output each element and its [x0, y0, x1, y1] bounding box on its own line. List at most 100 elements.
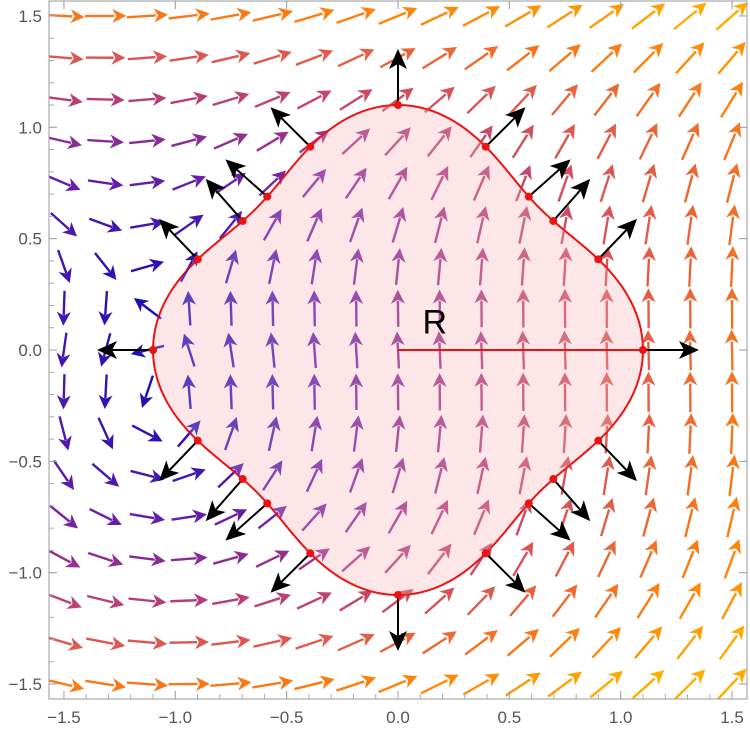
field-arrow	[89, 508, 122, 526]
boundary-point	[238, 216, 247, 225]
field-arrow	[212, 592, 250, 607]
field-arrow	[474, 247, 489, 286]
field-arrow	[680, 122, 700, 161]
field-arrow	[725, 454, 740, 496]
field-arrow	[210, 7, 252, 22]
boundary-point	[481, 142, 490, 151]
x-tick-label: 1.5	[720, 708, 744, 727]
field-arrow	[633, 626, 663, 660]
field-arrow	[49, 636, 84, 651]
field-arrow	[126, 8, 169, 23]
normal-vector	[549, 178, 591, 225]
field-arrow	[725, 412, 740, 455]
field-arrow	[433, 457, 448, 494]
field-arrow	[725, 371, 740, 413]
field-arrow	[588, 3, 624, 30]
field-arrow	[683, 288, 698, 329]
field-arrow	[599, 164, 616, 203]
field-arrow	[421, 47, 457, 70]
field-arrow	[725, 246, 740, 287]
field-arrow	[130, 258, 164, 273]
field-arrow	[422, 631, 457, 655]
y-tick-label: 1.0	[18, 118, 42, 137]
field-arrow	[599, 497, 616, 537]
field-arrow	[557, 288, 572, 328]
x-tick-label: −1.5	[47, 708, 81, 727]
field-arrow	[127, 50, 168, 65]
field-arrow	[223, 332, 238, 368]
field-arrow	[215, 172, 246, 195]
field-arrow	[91, 462, 120, 487]
field-arrow	[253, 634, 293, 648]
field-arrow	[715, 2, 747, 31]
field-arrow	[126, 677, 169, 692]
region-label: R	[423, 303, 448, 341]
field-arrow	[638, 123, 658, 160]
boundary-point	[306, 142, 315, 151]
field-arrow	[265, 332, 280, 368]
field-arrow	[474, 372, 489, 411]
x-tick-label: 0.0	[386, 708, 410, 727]
field-arrow	[181, 333, 196, 367]
field-arrow	[725, 163, 741, 204]
field-arrow	[211, 634, 251, 649]
field-arrow	[127, 635, 168, 650]
field-arrow	[593, 83, 620, 117]
field-arrow	[466, 85, 496, 115]
field-arrow	[639, 540, 658, 579]
field-arrow	[517, 456, 532, 495]
normal-vector	[524, 499, 571, 541]
field-arrow	[254, 91, 291, 108]
field-arrow	[509, 585, 537, 617]
field-arrow	[255, 550, 290, 568]
field-arrow	[391, 206, 407, 243]
field-arrow	[49, 9, 85, 24]
field-arrow	[554, 541, 575, 578]
field-arrow	[599, 330, 614, 370]
field-arrow	[295, 49, 334, 67]
region-R	[152, 104, 644, 596]
field-arrow	[390, 289, 405, 327]
field-arrow	[466, 586, 496, 616]
field-arrow	[547, 671, 582, 698]
boundary-point	[594, 436, 603, 445]
field-arrow	[681, 539, 700, 579]
field-arrow	[339, 590, 373, 612]
field-arrow	[641, 329, 656, 371]
field-arrow	[133, 297, 162, 320]
boundary-point	[149, 346, 158, 354]
normal-vector	[389, 49, 407, 110]
field-arrow	[390, 331, 405, 369]
field-arrow	[678, 582, 701, 620]
field-arrow	[98, 374, 113, 410]
field-arrow	[266, 249, 281, 285]
field-arrow	[153, 344, 165, 353]
x-tick-label: −0.5	[270, 708, 304, 727]
field-arrow	[600, 455, 615, 496]
field-arrow	[548, 44, 581, 73]
field-arrow	[170, 91, 208, 106]
normal-vector	[389, 590, 407, 651]
field-arrow	[597, 540, 616, 578]
field-arrow	[174, 214, 204, 236]
field-arrow	[641, 288, 656, 329]
field-arrow	[87, 551, 124, 567]
field-arrow	[171, 133, 208, 148]
field-arrow	[214, 509, 248, 526]
field-arrow	[636, 582, 660, 619]
field-arrow	[505, 672, 541, 697]
field-arrow	[381, 588, 414, 595]
field-arrow	[49, 175, 81, 191]
field-arrow	[253, 49, 292, 65]
field-arrow	[675, 42, 705, 74]
field-arrow	[262, 209, 282, 241]
field-arrow	[599, 371, 614, 412]
field-arrow	[720, 81, 743, 118]
field-arrow	[475, 206, 490, 244]
field-arrow	[641, 371, 656, 412]
normal-vector	[159, 218, 202, 264]
normal-vector	[225, 499, 272, 541]
field-arrow	[684, 497, 699, 538]
field-arrow	[725, 204, 740, 246]
field-arrow	[58, 416, 72, 451]
